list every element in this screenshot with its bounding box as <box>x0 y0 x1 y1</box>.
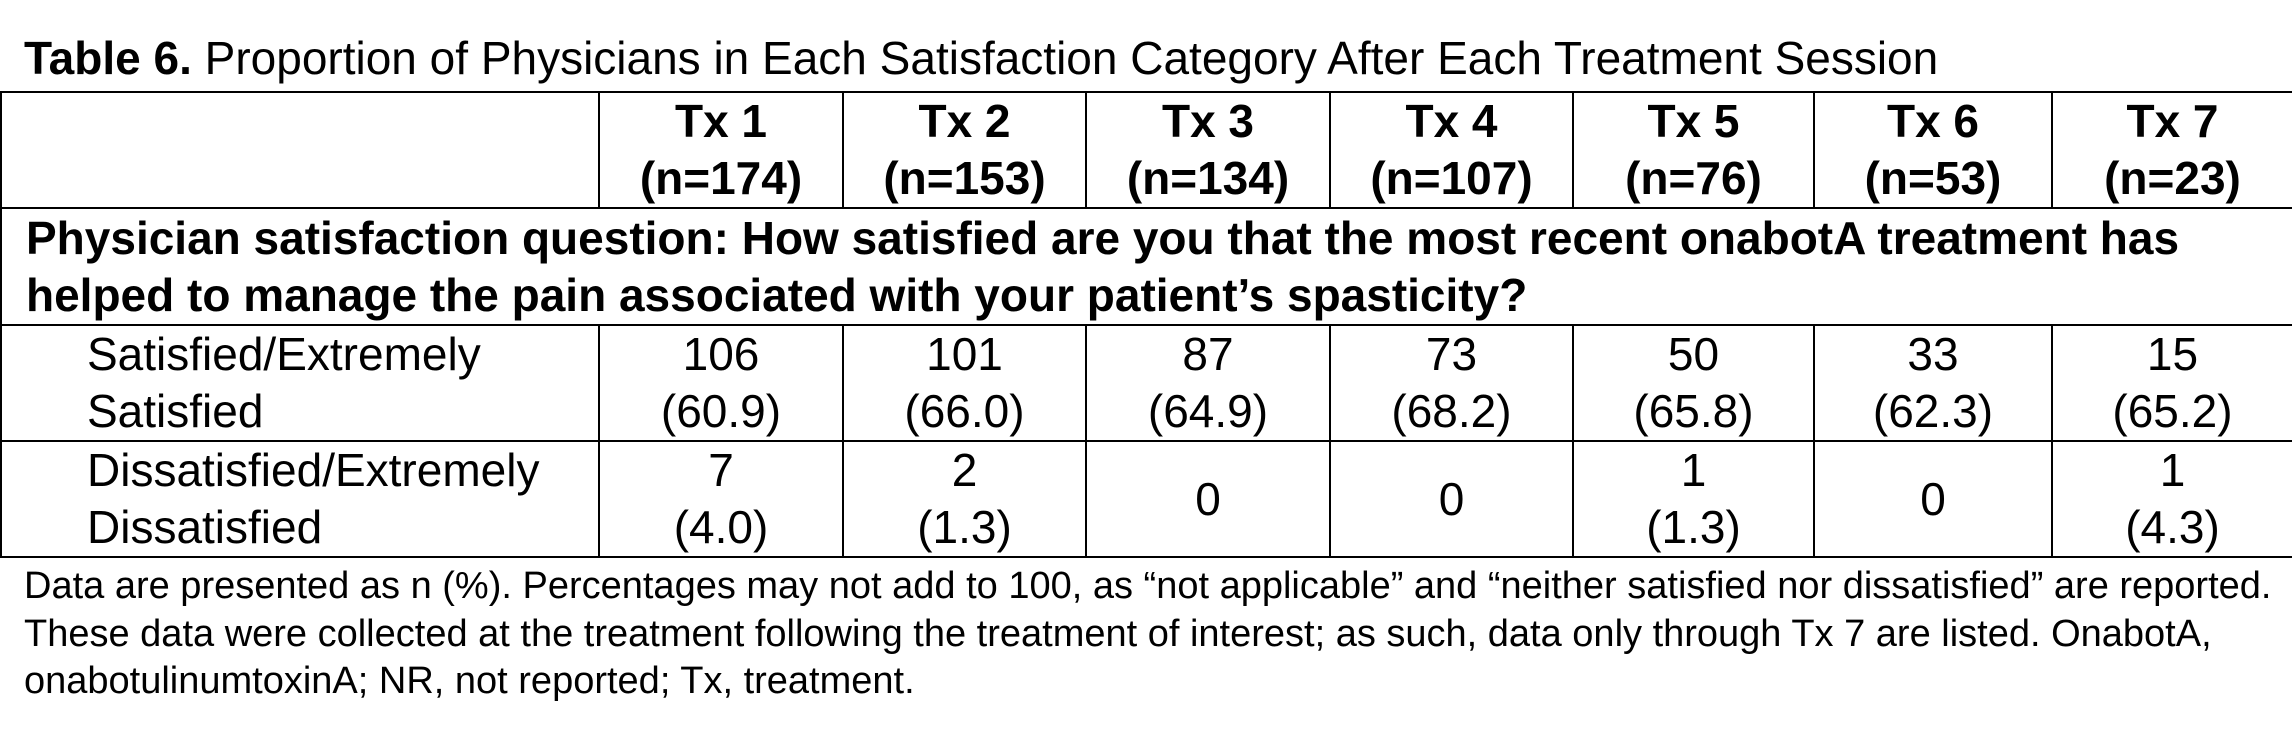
cell-line: (1.3) <box>917 501 1012 553</box>
cell-line: 87 <box>1182 328 1234 380</box>
cell-line: 106 <box>682 328 760 380</box>
row-label-line: Satisfied <box>87 385 264 437</box>
cell-line: (65.2) <box>2112 385 2233 437</box>
header-line: (n=107) <box>1370 152 1533 204</box>
cell-line: 101 <box>926 328 1003 380</box>
row-label-line: Dissatisfied/Extremely <box>87 444 540 496</box>
data-cell: 87 (64.9) <box>1085 324 1331 442</box>
title-text: Proportion of Physicians in Each Satisfa… <box>204 32 1939 84</box>
data-cell: 1 (1.3) <box>1572 440 1815 558</box>
table: Tx 1 (n=174) Tx 2 (n=153) Tx 3 (n=134) Tx 4 (n=… <box>0 91 2292 558</box>
data-cell: 73 (68.2) <box>1329 324 1574 442</box>
cell-line: (64.9) <box>1147 385 1269 437</box>
cell-line: 0 <box>1438 472 1465 525</box>
header-cell: Tx 2 (n=153) <box>842 91 1087 209</box>
cell-line: (62.3) <box>1872 385 1994 437</box>
header-cell: Tx 1 (n=174) <box>598 91 844 209</box>
header-row: Tx 1 (n=174) Tx 2 (n=153) Tx 3 (n=134) Tx 4 (n=… <box>0 91 2292 209</box>
table-title: Table 6. Proportion of Physicians in Eac… <box>24 30 1938 86</box>
header-line: Tx 7 <box>2126 95 2219 147</box>
cell-line: 50 <box>1667 328 1720 380</box>
header-line: (n=134) <box>1126 152 1290 204</box>
header-cell: Tx 5 (n=76) <box>1572 91 1815 209</box>
data-cell: 15 (65.2) <box>2051 324 2292 442</box>
row-label: Satisfied/Extremely Satisfied <box>0 324 600 442</box>
data-cell: 7 (4.0) <box>598 440 844 558</box>
header-line: (n=53) <box>1864 152 2002 204</box>
cell-line: 7 <box>708 444 734 496</box>
cell-line: (1.3) <box>1646 501 1741 553</box>
data-cell: 0 <box>1085 440 1331 558</box>
cell-line: 1 <box>1680 444 1707 496</box>
cell-line: 0 <box>1195 472 1221 525</box>
data-cell: 106 (60.9) <box>598 324 844 442</box>
data-cell: 101 (66.0) <box>842 324 1087 442</box>
row-label-line: Satisfied/Extremely <box>87 328 481 380</box>
cell-line: (4.3) <box>2125 501 2220 553</box>
row-label: Dissatisfied/Extremely Dissatisfied <box>0 440 600 558</box>
cell-line: 1 <box>2159 444 2186 496</box>
data-row: Dissatisfied/Extremely Dissatisfied 7 (4.0)… <box>0 440 2292 558</box>
footnote: Data are presented as n (%). Percentages… <box>24 565 2272 702</box>
cell-line: (65.8) <box>1633 385 1754 437</box>
header-line: Tx 4 <box>1405 95 1498 147</box>
cell-line: 15 <box>2146 328 2199 380</box>
data-cell: 1 (4.3) <box>2051 440 2292 558</box>
header-line: (n=23) <box>2104 152 2241 204</box>
cell-line: 0 <box>1920 472 1946 525</box>
question-row: Physician satisfaction question: How sat… <box>0 207 2292 326</box>
data-cell: 50 (65.8) <box>1572 324 1815 442</box>
title-label: Table 6. <box>24 32 192 84</box>
header-line: (n=76) <box>1625 152 1762 204</box>
header-cell: Tx 7 (n=23) <box>2051 91 2292 209</box>
header-line: Tx 1 <box>674 95 768 147</box>
header-cell: Tx 6 (n=53) <box>1813 91 2053 209</box>
cell-line: (60.9) <box>660 385 782 437</box>
cell-line: 73 <box>1425 328 1478 380</box>
header-cell: Tx 4 (n=107) <box>1329 91 1574 209</box>
header-line: Tx 6 <box>1886 95 1980 147</box>
cell-line: 2 <box>951 444 978 496</box>
row-label-line: Dissatisfied <box>87 501 323 553</box>
header-line: (n=174) <box>639 152 803 204</box>
header-cell <box>0 91 600 209</box>
cell-line: (4.0) <box>673 501 769 553</box>
data-cell: 0 <box>1329 440 1574 558</box>
data-row: Satisfied/Extremely Satisfied 106 (60.9) 101… <box>0 324 2292 442</box>
header-line: Tx 2 <box>918 95 1011 147</box>
data-cell: 0 <box>1813 440 2053 558</box>
cell-line: (66.0) <box>904 385 1025 437</box>
table-body: Tx 1 (n=174) Tx 2 (n=153) Tx 3 (n=134) Tx 4 (n=… <box>0 91 2292 558</box>
data-cell: 2 (1.3) <box>842 440 1087 558</box>
header-cell: Tx 3 (n=134) <box>1085 91 1331 209</box>
header-line: Tx 5 <box>1647 95 1740 147</box>
data-cell: 33 (62.3) <box>1813 324 2053 442</box>
header-line: Tx 3 <box>1161 95 1255 147</box>
question-cell: Physician satisfaction question: How sat… <box>0 207 2292 326</box>
header-line: (n=153) <box>883 152 1046 204</box>
cell-line: (68.2) <box>1391 385 1512 437</box>
cell-line: 33 <box>1907 328 1959 380</box>
